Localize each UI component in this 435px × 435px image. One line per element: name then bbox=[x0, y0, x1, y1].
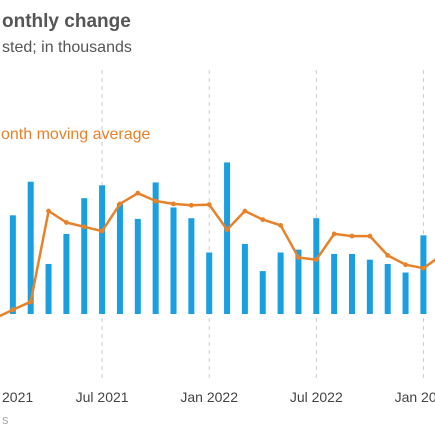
bar-12 bbox=[206, 252, 213, 314]
moving-average-point-13 bbox=[224, 227, 230, 233]
bar-11 bbox=[188, 218, 195, 314]
moving-average-point-10 bbox=[171, 201, 176, 207]
bar-14 bbox=[241, 243, 248, 314]
moving-average-point-24 bbox=[421, 265, 426, 271]
bar-5 bbox=[81, 198, 88, 314]
moving-average-label: onth moving average bbox=[1, 126, 151, 143]
moving-average-series bbox=[0, 190, 435, 318]
bar-10 bbox=[170, 207, 177, 314]
bar-6 bbox=[99, 185, 106, 314]
bar-17 bbox=[295, 249, 302, 314]
moving-average-point-5 bbox=[81, 224, 87, 230]
x-tick-label-3: Jul 2022 bbox=[290, 389, 343, 405]
bar-23 bbox=[402, 272, 409, 314]
x-tick-label-4: Jan 2023 bbox=[395, 389, 435, 405]
moving-average-point-9 bbox=[153, 198, 159, 204]
bar-4 bbox=[63, 233, 70, 314]
x-axis-ticks: 2021 Jul 2021 Jan 2022 Jul 2022 Jan 2023 bbox=[2, 389, 435, 405]
source-note: s bbox=[2, 412, 9, 427]
moving-average-point-21 bbox=[367, 233, 373, 239]
chart-subtitle: sted; in thousands bbox=[2, 39, 132, 56]
bar-9 bbox=[152, 182, 159, 314]
moving-average-point-1 bbox=[10, 307, 16, 313]
moving-average-point-20 bbox=[349, 233, 355, 239]
moving-average-point-7 bbox=[117, 201, 123, 207]
bar-8 bbox=[134, 218, 141, 314]
gridlines bbox=[101, 70, 424, 382]
moving-average-point-6 bbox=[99, 228, 105, 234]
bar-7 bbox=[116, 203, 123, 314]
moving-average-point-2 bbox=[28, 299, 34, 305]
bar-series bbox=[9, 162, 427, 314]
bar-13 bbox=[224, 162, 231, 314]
bar-21 bbox=[366, 259, 373, 314]
moving-average-point-19 bbox=[331, 231, 337, 237]
moving-average-point-17 bbox=[296, 255, 301, 260]
bar-1 bbox=[9, 215, 16, 314]
moving-average-point-14 bbox=[242, 208, 248, 214]
moving-average-point-4 bbox=[64, 220, 69, 225]
x-tick-label-1: Jul 2021 bbox=[76, 389, 129, 405]
moving-average-point-22 bbox=[385, 252, 391, 258]
moving-average-point-12 bbox=[206, 202, 212, 208]
bar-19 bbox=[331, 253, 338, 314]
bar-16 bbox=[277, 252, 284, 314]
moving-average-point-11 bbox=[188, 202, 194, 208]
bar-20 bbox=[349, 253, 355, 314]
bar-22 bbox=[384, 263, 391, 314]
moving-average-point-8 bbox=[135, 190, 141, 196]
bar-2 bbox=[27, 181, 34, 314]
x-tick-label-2: Jan 2022 bbox=[180, 389, 238, 405]
bar-18 bbox=[313, 218, 320, 314]
bar-24 bbox=[420, 235, 427, 314]
chart-title: onthly change bbox=[2, 11, 131, 32]
moving-average-point-16 bbox=[278, 222, 283, 228]
bar-15 bbox=[259, 271, 266, 314]
x-tick-label-0: 2021 bbox=[2, 389, 33, 405]
moving-average-point-15 bbox=[260, 217, 266, 223]
bar-3 bbox=[45, 263, 52, 314]
moving-average-point-23 bbox=[403, 262, 408, 268]
moving-average-point-3 bbox=[46, 208, 51, 214]
moving-average-point-18 bbox=[313, 257, 319, 263]
